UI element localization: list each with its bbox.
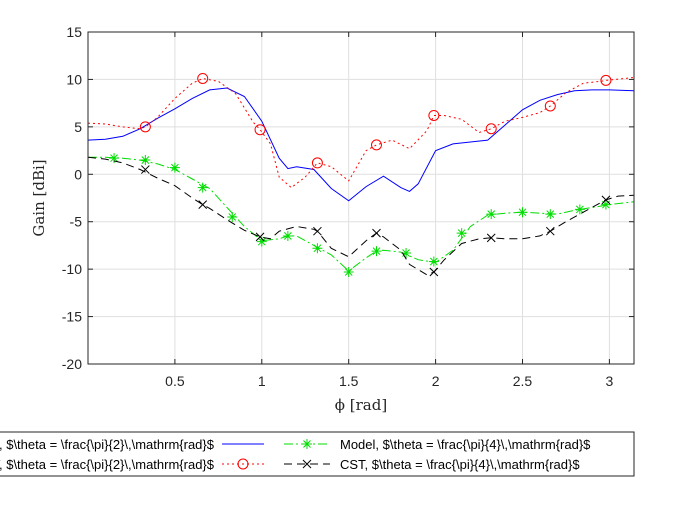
series-line [87, 77, 635, 189]
series-3 [88, 153, 635, 277]
legend-entry: Model, $\theta = \frac{\pi}{2}\,\mathrm{… [0, 437, 264, 452]
series-layer [87, 72, 635, 277]
data-point [600, 199, 611, 210]
data-point [545, 226, 555, 236]
data-point [313, 226, 322, 236]
legend-entry: Model, $\theta = \frac{\pi}{4}\,\mathrm{… [284, 437, 591, 452]
x-tick-label: 2.5 [513, 373, 533, 389]
axes-background [88, 32, 634, 364]
data-point [140, 155, 151, 166]
legend-marker [302, 439, 312, 449]
data-point [428, 109, 440, 121]
x-axis-label: ϕ [rad] [335, 396, 387, 414]
data-point [486, 209, 497, 220]
data-point [198, 200, 208, 209]
plot-area [87, 31, 635, 365]
data-point [544, 100, 556, 112]
legend-label: Model, $\theta = \frac{\pi}{2}\,\mathrm{… [0, 437, 215, 452]
x-tick-label: 1 [258, 373, 266, 389]
data-point [371, 139, 383, 151]
y-tick-label: -15 [62, 309, 82, 325]
data-point [371, 246, 382, 257]
data-point [343, 266, 354, 277]
axes-box [87, 31, 635, 365]
data-point [429, 267, 439, 277]
series-line [87, 87, 635, 202]
data-point [600, 74, 612, 86]
data-point [312, 243, 323, 254]
data-point [456, 228, 467, 239]
y-tick-label: 10 [66, 71, 82, 87]
legend-label: CST, $\theta = \frac{\pi}{4}\,\mathrm{ra… [340, 457, 580, 472]
legend: Model, $\theta = \frac{\pi}{2}\,\mathrm{… [0, 431, 635, 477]
legend-entry: CST, $\theta = \frac{\pi}{2}\,\mathrm{ra… [0, 457, 264, 472]
data-point [574, 204, 585, 215]
series-2 [87, 72, 635, 189]
y-tick-label: 15 [66, 24, 82, 40]
y-tick-label: -20 [62, 356, 82, 372]
data-point [254, 124, 266, 136]
data-point [139, 121, 151, 133]
data-point [485, 123, 497, 135]
y-axis-label: Gain [dBi] [30, 159, 48, 236]
x-tick-label: 1.5 [339, 373, 359, 389]
legend-entry: CST, $\theta = \frac{\pi}{4}\,\mathrm{ra… [284, 457, 580, 472]
data-point [197, 72, 209, 84]
legend-label: CST, $\theta = \frac{\pi}{2}\,\mathrm{ra… [0, 457, 215, 472]
series-4 [87, 156, 635, 277]
legend-marker [237, 458, 249, 470]
data-point [545, 209, 556, 220]
data-point [227, 211, 238, 222]
data-point [311, 157, 323, 169]
x-tick-label: 2 [432, 373, 440, 389]
legend-label: Model, $\theta = \frac{\pi}{4}\,\mathrm{… [340, 437, 591, 452]
data-point [372, 228, 381, 238]
data-point [109, 153, 120, 164]
series-line [87, 156, 635, 276]
y-tick-label: -10 [62, 261, 82, 277]
data-point [197, 182, 208, 193]
data-point [169, 162, 180, 173]
legend-box [0, 431, 635, 477]
data-point [428, 256, 439, 267]
y-tick-label: 0 [74, 166, 82, 182]
series-1 [87, 87, 635, 202]
data-point [601, 195, 611, 205]
y-tick-label: -5 [70, 214, 83, 230]
data-point [140, 165, 150, 174]
y-tick-label: 5 [74, 119, 82, 135]
data-point [256, 236, 267, 247]
data-point [401, 248, 412, 259]
data-point [255, 232, 265, 242]
data-point [517, 207, 528, 218]
data-point [486, 233, 496, 243]
x-tick-label: 0.5 [165, 373, 185, 389]
legend-marker [302, 459, 312, 469]
x-tick-label: 3 [605, 373, 613, 389]
data-point [282, 230, 293, 241]
axis-ticks: 0.5 1 1.5 2 2.5 3 -20 -15 -10 -5 0 5 10 15 [62, 24, 634, 389]
series-line [88, 156, 635, 272]
